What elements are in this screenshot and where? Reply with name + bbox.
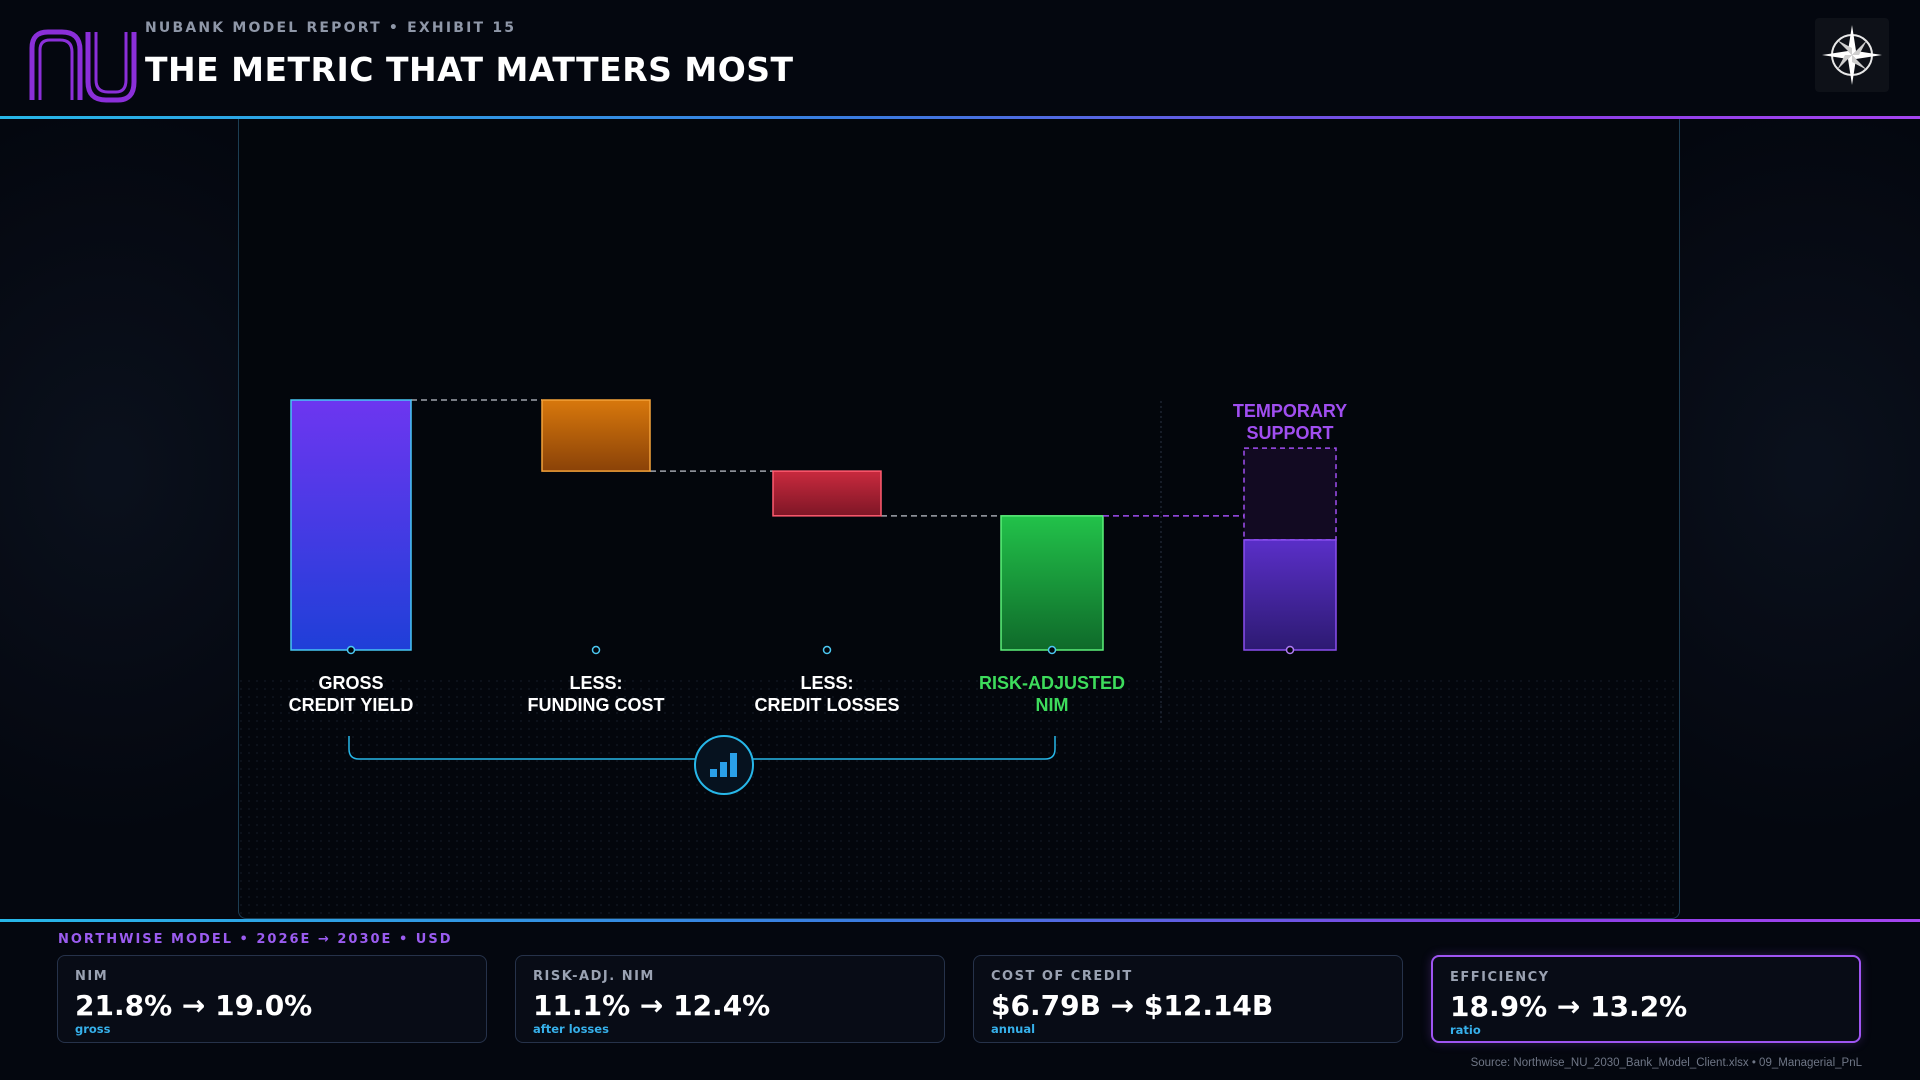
axis-node <box>1047 645 1057 655</box>
axis-node <box>346 645 356 655</box>
kpi-label: EFFICIENCY <box>1450 970 1550 985</box>
bar-chart-icon <box>730 753 737 777</box>
kpi-card-nim[interactable]: NIM 21.8% → 19.0% gross <box>57 955 487 1043</box>
kpi-value: 18.9% → 13.2% <box>1450 990 1688 1023</box>
axis-node <box>591 645 601 655</box>
kpi-sub: gross <box>75 1022 111 1036</box>
waterfall-bar-gross <box>290 399 412 651</box>
bar-label-losses: LESS: <box>800 673 853 693</box>
chart-panel: GROSS CREDIT YIELD LESS: FUNDING COST LESS: C… <box>238 119 1680 919</box>
axis-node <box>1285 645 1295 655</box>
axis-node <box>822 645 832 655</box>
bar-label-funding: FUNDING COST <box>528 695 665 715</box>
waterfall-bar-losses <box>772 470 882 517</box>
bar-chart-icon <box>720 762 727 777</box>
kpi-label: RISK-ADJ. NIM <box>533 969 655 984</box>
bar-chart-icon <box>710 769 717 777</box>
bar-label-ranim: NIM <box>1036 695 1069 715</box>
kpi-sub: ratio <box>1450 1023 1481 1037</box>
kpi-value: 11.1% → 12.4% <box>533 989 771 1022</box>
bar-label-gross: CREDIT YIELD <box>289 695 414 715</box>
temporary-support-bar <box>1243 539 1337 651</box>
compass-rose-icon <box>1822 25 1882 85</box>
bar-label-losses: CREDIT LOSSES <box>754 695 899 715</box>
bracket-left <box>348 736 695 760</box>
kpi-value: 21.8% → 19.0% <box>75 989 313 1022</box>
side-bar-label: SUPPORT <box>1246 423 1333 443</box>
nubank-logo-icon <box>29 29 137 103</box>
bar-label-gross: GROSS <box>318 673 383 693</box>
report-eyebrow: NUBANK MODEL REPORT • EXHIBIT 15 <box>145 20 517 36</box>
header-divider <box>0 116 1920 119</box>
bracket-right <box>753 736 1056 760</box>
bar-label-ranim: RISK-ADJUSTED <box>979 673 1125 693</box>
page-title: THE METRIC THAT MATTERS MOST <box>145 50 794 89</box>
bar-label-funding: LESS: <box>569 673 622 693</box>
side-bar-label: TEMPORARY <box>1233 401 1347 421</box>
footer-divider <box>0 919 1920 922</box>
kpi-label: COST OF CREDIT <box>991 969 1133 984</box>
kpi-card-efficiency[interactable]: EFFICIENCY 18.9% → 13.2% ratio <box>1431 955 1861 1043</box>
kpi-card-cost-of-credit[interactable]: COST OF CREDIT $6.79B → $12.14B annual <box>973 955 1403 1043</box>
kpi-label: NIM <box>75 969 109 984</box>
temporary-support-dashed <box>1243 447 1337 541</box>
kpi-sub: after losses <box>533 1022 609 1036</box>
source-note: Source: Northwise_NU_2030_Bank_Model_Cli… <box>1470 1057 1862 1069</box>
kpi-value: $6.79B → $12.14B <box>991 989 1274 1022</box>
footer-eyebrow: NORTHWISE MODEL • 2026E → 2030E • USD <box>58 932 453 947</box>
compass-badge <box>1815 18 1889 92</box>
waterfall-bar-ranim <box>1000 515 1104 651</box>
waterfall-bar-funding <box>541 399 651 472</box>
kpi-sub: annual <box>991 1022 1036 1036</box>
kpi-card-risk-adj-nim[interactable]: RISK-ADJ. NIM 11.1% → 12.4% after losses <box>515 955 945 1043</box>
